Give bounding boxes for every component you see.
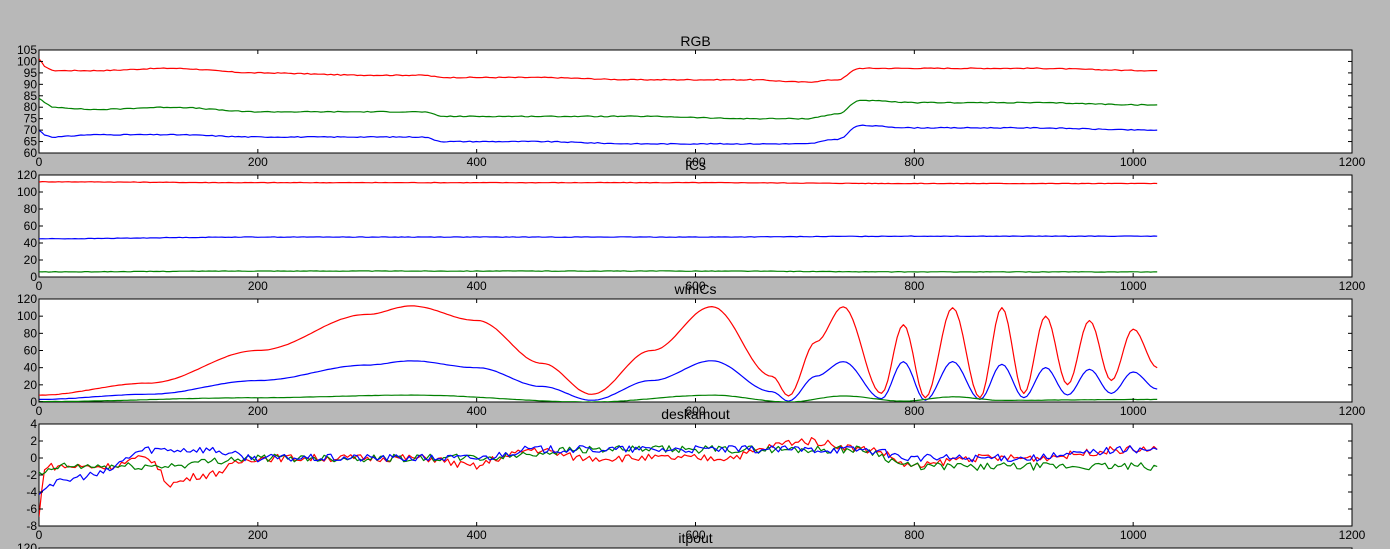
x-tick-label: 200 — [248, 528, 268, 542]
y-tick-label: -8 — [26, 519, 37, 533]
x-tick-label: 200 — [248, 279, 268, 293]
x-tick-label: 400 — [467, 404, 487, 418]
y-tick-label: 40 — [24, 361, 38, 375]
subplot-title: ICs — [685, 157, 706, 173]
series-line-1 — [39, 305, 1158, 399]
series-line-1 — [39, 181, 1158, 185]
x-tick-label: 800 — [904, 155, 924, 169]
x-tick-label: 600 — [685, 155, 705, 169]
y-tick-label: 60 — [24, 219, 38, 233]
x-tick-label: 1000 — [1120, 155, 1147, 169]
axes-frame — [38, 423, 1353, 527]
series-line-1 — [39, 58, 1158, 83]
x-tick-label: 1200 — [1339, 528, 1366, 542]
y-tick-label: 120 — [17, 292, 37, 306]
x-tick-label: 800 — [904, 528, 924, 542]
y-tick-label: 100 — [17, 309, 37, 323]
y-tick-label: 60 — [24, 344, 38, 358]
subplot-title: deskamout — [661, 406, 730, 422]
y-tick-label: 0 — [30, 451, 37, 465]
y-tick-label: 20 — [24, 378, 38, 392]
series-line-3 — [39, 270, 1158, 273]
y-tick-label: 80 — [24, 100, 38, 114]
x-tick-label: 600 — [685, 404, 705, 418]
series-line-1 — [39, 437, 1158, 517]
subplot-title: RGB — [680, 33, 710, 49]
y-tick-label: -2 — [26, 468, 37, 482]
x-tick-label: 1000 — [1120, 279, 1147, 293]
x-tick-label: 800 — [904, 404, 924, 418]
axes-frame — [38, 49, 1353, 154]
x-tick-label: 200 — [248, 404, 268, 418]
x-tick-label: 0 — [36, 528, 43, 542]
y-tick-label: 100 — [17, 54, 37, 68]
y-tick-label: 80 — [24, 326, 38, 340]
x-tick-label: 200 — [248, 155, 268, 169]
x-tick-label: 1000 — [1120, 404, 1147, 418]
x-tick-label: 1200 — [1339, 279, 1366, 293]
series-line-3 — [39, 394, 1158, 402]
y-tick-label: 20 — [24, 253, 38, 267]
x-tick-label: 1000 — [1120, 528, 1147, 542]
y-tick-label: 4 — [30, 417, 37, 431]
y-tick-label: 90 — [24, 77, 38, 91]
y-tick-label: 85 — [24, 89, 38, 103]
y-tick-label: 120 — [17, 541, 37, 549]
x-tick-label: 0 — [36, 279, 43, 293]
y-tick-label: 60 — [24, 146, 38, 160]
series-line-2 — [39, 445, 1158, 476]
series-line-2 — [39, 235, 1158, 240]
y-tick-label: 100 — [17, 185, 37, 199]
y-tick-label: 65 — [24, 135, 38, 149]
series-line-3 — [39, 124, 1158, 145]
y-tick-label: 75 — [24, 112, 38, 126]
y-tick-label: -6 — [26, 502, 37, 516]
y-tick-label: 95 — [24, 66, 38, 80]
x-tick-label: 400 — [467, 528, 487, 542]
y-tick-label: 70 — [24, 123, 38, 137]
axes-frame — [38, 174, 1353, 278]
y-tick-label: 80 — [24, 202, 38, 216]
x-tick-label: 600 — [685, 279, 705, 293]
subplot-title: itpout — [678, 530, 712, 546]
y-tick-label: 0 — [30, 270, 37, 284]
y-tick-label: 120 — [17, 168, 37, 182]
y-tick-label: 105 — [17, 43, 37, 57]
x-tick-label: 0 — [36, 155, 43, 169]
x-tick-label: 0 — [36, 404, 43, 418]
x-tick-label: 400 — [467, 155, 487, 169]
y-tick-label: -4 — [26, 485, 37, 499]
y-tick-label: 40 — [24, 236, 38, 250]
subplot-title: winICs — [673, 281, 716, 297]
x-tick-label: 600 — [685, 528, 705, 542]
series-line-2 — [39, 97, 1158, 120]
y-tick-label: 2 — [30, 434, 37, 448]
x-tick-label: 1200 — [1339, 155, 1366, 169]
x-tick-label: 1200 — [1339, 404, 1366, 418]
x-tick-label: 400 — [467, 279, 487, 293]
y-tick-label: 0 — [30, 395, 37, 409]
series-line-3 — [39, 445, 1158, 496]
x-tick-label: 800 — [904, 279, 924, 293]
